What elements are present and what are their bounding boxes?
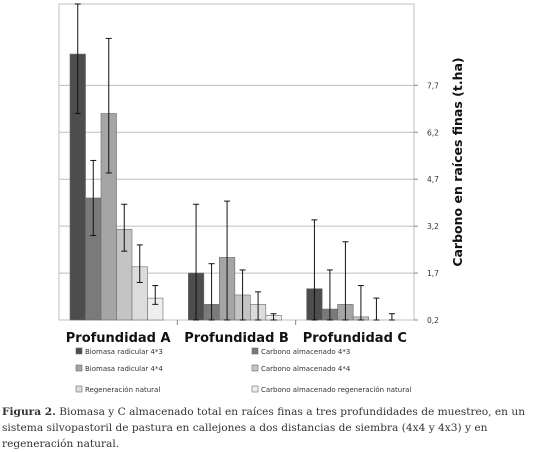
- error-bars: [74, 3, 395, 321]
- caption-text: Biomasa y C almacenado total en raíces f…: [2, 406, 526, 450]
- y-axis-label: Carbono en raíces finas (t.ha): [450, 57, 465, 266]
- figure-caption: Figura 2. Biomasa y C almacenado total e…: [2, 404, 544, 452]
- legend-label: Regeneración natural: [85, 386, 160, 394]
- legend-swatch: [75, 347, 83, 355]
- legend-swatch: [251, 347, 259, 355]
- legend-swatch: [251, 385, 259, 393]
- y-tick-label: 1,7: [427, 269, 439, 278]
- bars: [69, 53, 369, 321]
- y-tick-label: 7,7: [427, 81, 439, 90]
- legend: Biomasa radicular 4*3 Carbono almacenado …: [75, 347, 411, 394]
- figure-label: Figura 2.: [2, 406, 56, 418]
- legend-label: Biomasa radicular 4*4: [85, 365, 163, 373]
- legend-swatch: [75, 364, 83, 372]
- y-tick-label: 3,2: [427, 222, 439, 231]
- legend-label: Carbono almacenado regeneración natural: [261, 386, 411, 394]
- category-label: Profundidad A: [66, 331, 171, 346]
- y-tick-label: 4,7: [427, 175, 439, 184]
- x-axis-categories: Profundidad A Profundidad B Profundidad C: [66, 331, 407, 346]
- legend-label: Carbono almacenado 4*4: [261, 365, 351, 373]
- gridlines: [59, 84, 414, 274]
- category-label: Profundidad C: [303, 331, 407, 346]
- y-tick-label: 0,2: [427, 316, 439, 325]
- y-axis-ticks: 0,2 1,7 3,2 4,7 6,2 7,7: [176, 81, 439, 325]
- category-label: Profundidad B: [184, 331, 289, 346]
- bar-chart: 0,21,73,24,76,27,7 Profundidad A Profundi…: [58, 3, 465, 394]
- y-tick-label: 6,2: [427, 128, 439, 137]
- legend-swatch: [251, 364, 259, 372]
- legend-label: Biomasa radicular 4*3: [85, 348, 163, 356]
- legend-label: Carbono almacenado 4*3: [261, 348, 350, 356]
- legend-swatch: [75, 385, 83, 393]
